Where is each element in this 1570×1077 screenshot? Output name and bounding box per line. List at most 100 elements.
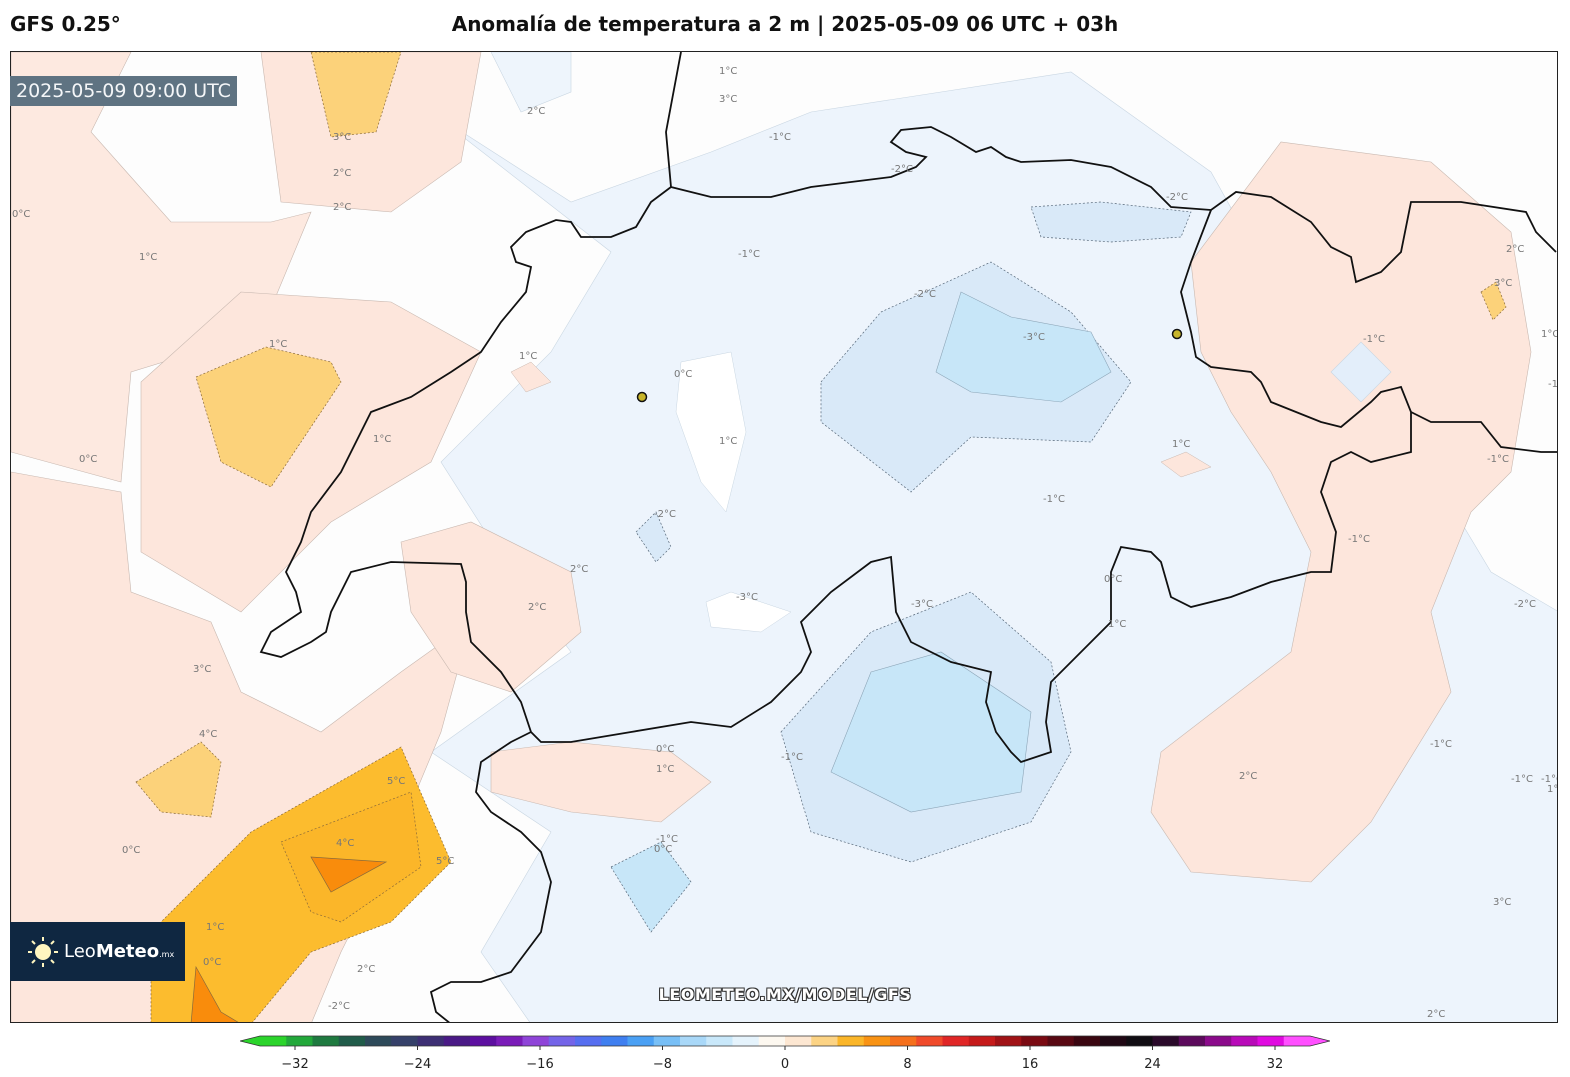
contour-label: 3°C — [719, 94, 737, 105]
cool-patch-3c-ssw — [610, 841, 692, 933]
contour-label: -3°C — [1023, 332, 1045, 343]
contour-label: 0°C — [79, 454, 97, 465]
contour-label: 5°C — [387, 776, 405, 787]
colorbar-segment — [916, 1036, 943, 1046]
contour-label: -2°C — [328, 1001, 350, 1012]
cool-patch-3c-south — [830, 651, 1032, 813]
colorbar-segment — [968, 1036, 996, 1046]
colorbar-segment — [732, 1036, 760, 1046]
contour-label: -1°C — [656, 834, 678, 845]
colorbar-segment — [1283, 1036, 1311, 1046]
contour-label: -1°C — [1363, 334, 1385, 345]
warm-patch-4c-b — [280, 791, 422, 923]
model-name: GFS 0.25° — [10, 12, 121, 36]
contour-label: 0°C — [1104, 574, 1122, 585]
colorbar-tick-label: 8 — [903, 1057, 911, 1072]
contour-label: 0°C — [656, 744, 674, 755]
contour-label: -3°C — [911, 599, 933, 610]
cool-region-1c-north — [490, 52, 572, 113]
colorbar-segment — [548, 1036, 576, 1046]
contour-label: 0°C — [122, 845, 140, 856]
colorbar-segment — [496, 1036, 523, 1046]
colorbar-segment — [443, 1036, 471, 1046]
contour-label: 1°C — [519, 351, 537, 362]
colorbar-segment — [260, 1036, 287, 1046]
colorbar-segment — [312, 1036, 340, 1046]
colorbar-segment — [627, 1036, 655, 1046]
contour-label: 1°C — [656, 764, 674, 775]
contour-label: -2°C — [891, 164, 913, 175]
colorbar-tick-label: −24 — [404, 1057, 431, 1072]
contour-label: -2°C — [914, 289, 936, 300]
logo-text: LeoMeteo.mx — [64, 941, 175, 962]
colorbar-segment — [1073, 1036, 1101, 1046]
contour-label: 2°C — [1427, 1009, 1445, 1020]
contour-label: 0°C — [654, 844, 672, 855]
contour-label: 1°C — [139, 252, 157, 263]
warm-region-south — [400, 521, 582, 693]
warm-patch-3c-east — [1480, 281, 1507, 321]
map-canvas: 3°C2°C2°C1°C0°C-1°C2°C1°C3°C1°C1°C1°C0°C… — [11, 52, 1558, 1022]
warm-patch-3c-north — [310, 52, 402, 138]
leometeo-logo: LeoMeteo.mx — [10, 922, 185, 981]
colorbar-max-arrow — [1310, 1036, 1330, 1046]
contour-label: 3°C — [1494, 278, 1512, 289]
colorbar-tick-label: −32 — [281, 1057, 308, 1072]
colorbar-segment — [837, 1036, 865, 1046]
valid-time-badge: 2025-05-09 09:00 UTC — [10, 76, 237, 106]
colorbar-tick-label: 16 — [1022, 1057, 1039, 1072]
contour-label: 3°C — [193, 664, 211, 675]
colorbar-segment — [1126, 1036, 1153, 1046]
colorbar-segment — [785, 1036, 812, 1046]
colorbar-tick-label: 0 — [781, 1057, 789, 1072]
colorbar-segment — [575, 1036, 602, 1046]
colorbar-segment — [286, 1036, 313, 1046]
colorbar-segment — [391, 1036, 418, 1046]
warm-patch-3c-sw — [135, 741, 222, 818]
colorbar-segment — [942, 1036, 970, 1046]
colorbar-svg: −32 −24 −16 −8 0 8 16 24 32 — [239, 1035, 1331, 1072]
source-watermark: LEOMETEO.MX/MODEL/GFS — [658, 985, 912, 1004]
warm-region-south-lens — [490, 741, 712, 823]
colorbar-segment — [811, 1036, 838, 1046]
colorbar-tick-label: −16 — [526, 1057, 553, 1072]
contour-label: 2°C — [570, 564, 588, 575]
contour-label: -1°C — [1511, 774, 1533, 785]
colorbar-tick-label: 32 — [1267, 1057, 1284, 1072]
contour-label: 1°C — [1547, 784, 1558, 795]
contour-label: 1°C — [1541, 329, 1558, 340]
contour-label: -3°C — [736, 592, 758, 603]
country-border-south — [429, 731, 552, 1022]
colorbar-segment — [338, 1036, 366, 1046]
contour-label: 2°C — [1239, 771, 1257, 782]
contour-label: 0°C — [203, 957, 221, 968]
colorbar-tick-label: −8 — [653, 1057, 672, 1072]
colorbar-segment — [470, 1036, 497, 1046]
contour-label: -1°C — [1043, 494, 1065, 505]
contour-label: 1°C — [1172, 439, 1190, 450]
map-title: Anomalía de temperatura a 2 m | 2025-05-… — [451, 12, 1119, 36]
city-marker-west — [636, 391, 648, 403]
contour-label: 2°C — [527, 106, 545, 117]
country-border-main — [665, 52, 1557, 284]
colorbar-segment — [1100, 1036, 1127, 1046]
cool-patch-3c-center — [935, 291, 1112, 403]
colorbar-segment — [863, 1036, 891, 1046]
colorbar: −32 −24 −16 −8 0 8 16 24 32 — [239, 1035, 1331, 1073]
contour-label: -1°C — [1548, 379, 1558, 390]
colorbar-segment — [1257, 1036, 1285, 1046]
city-marker-east — [1171, 328, 1183, 340]
colorbar-segment — [1152, 1036, 1180, 1046]
colorbar-segment — [417, 1036, 445, 1046]
contour-label: 0°C — [12, 209, 30, 220]
warm-patch-5c-south — [190, 965, 239, 1022]
colorbar-segment — [522, 1036, 550, 1046]
colorbar-tick-label: 24 — [1144, 1057, 1161, 1072]
warm-region-east — [1150, 141, 1532, 883]
contour-label: -1°C — [1430, 739, 1452, 750]
contour-label: -2°C — [654, 509, 676, 520]
colorbar-segment — [890, 1036, 917, 1046]
contour-label: 2°C — [528, 602, 546, 613]
contour-label: 4°C — [336, 838, 354, 849]
colorbar-segment — [365, 1036, 392, 1046]
